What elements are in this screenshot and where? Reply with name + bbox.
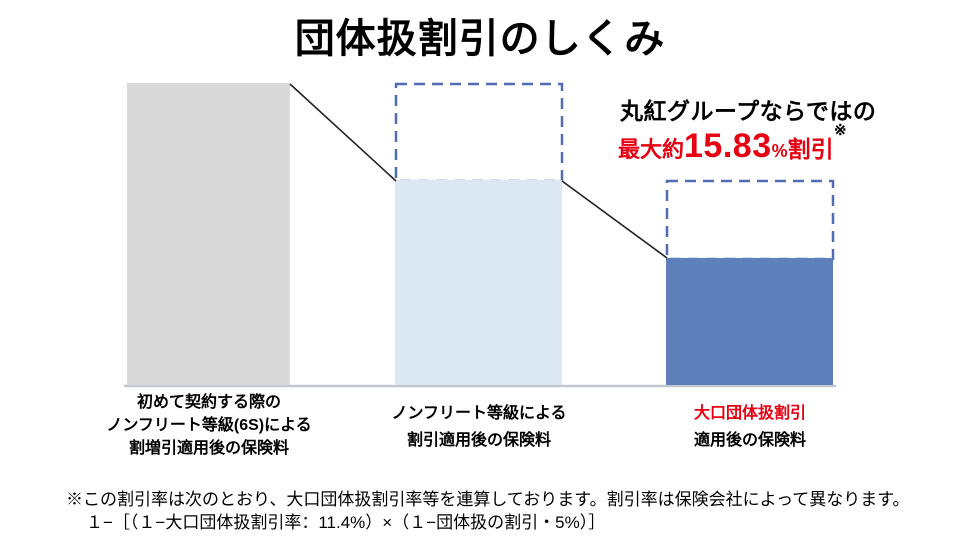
annotation-note-mark: ※ — [834, 122, 847, 139]
bar1-label-line1: 初めて契約する際の — [136, 394, 281, 411]
annotation-discount-unit: % — [771, 141, 788, 161]
page-title: 団体扱割引のしくみ — [294, 17, 666, 61]
bar-nonfleet-discounted-premium — [395, 180, 562, 385]
annotation-discount-suffix: 割引 — [787, 136, 834, 162]
bar3-label-line1: 大口団体扱割引 — [693, 405, 806, 422]
bar3-label: 大口団体扱割引 適用後の保険料 — [625, 400, 875, 454]
footnote-line1: ※この割引率は次のとおり、大口団体扱割引率等を連算しております。割引率は保険会社… — [66, 490, 910, 509]
bar1-label-line3: 割増引適用後の保険料 — [128, 440, 289, 457]
footnote-line2: １−［（１−大口団体扱割引率：11.4%）×（１−団体扱の割引・5%）］ — [86, 513, 606, 532]
footnote: ※この割引率は次のとおり、大口団体扱割引率等を連算しております。割引率は保険会社… — [66, 488, 910, 534]
bar-group-discounted-premium — [666, 258, 833, 385]
annotation-heading: 丸紅グループならではの — [620, 98, 877, 124]
annotation-discount: 最大約 15.83% 割引 — [618, 127, 834, 166]
connector-line-1 — [289, 83, 397, 182]
bar2-dashed-previous-level — [394, 82, 564, 183]
bar3-label-line2: 適用後の保険料 — [693, 432, 806, 449]
connector-line-2 — [561, 180, 668, 259]
bar2-label: ノンフリート等級による 割引適用後の保険料 — [354, 400, 604, 454]
bar3-dashed-previous-level — [665, 179, 835, 261]
bar-initial-premium — [127, 83, 290, 385]
bar2-label-line1: ノンフリート等級による — [391, 405, 567, 422]
discount-bar-chart — [124, 82, 836, 388]
annotation-discount-value: 15.83 — [684, 127, 772, 165]
bar1-label-line2: ノンフリート等級(6S)による — [106, 417, 312, 434]
annotation-discount-prefix: 最大約 — [618, 137, 685, 162]
bar1-label: 初めて契約する際の ノンフリート等級(6S)による 割増引適用後の保険料 — [84, 391, 334, 460]
bar2-label-line2: 割引適用後の保険料 — [406, 432, 551, 449]
